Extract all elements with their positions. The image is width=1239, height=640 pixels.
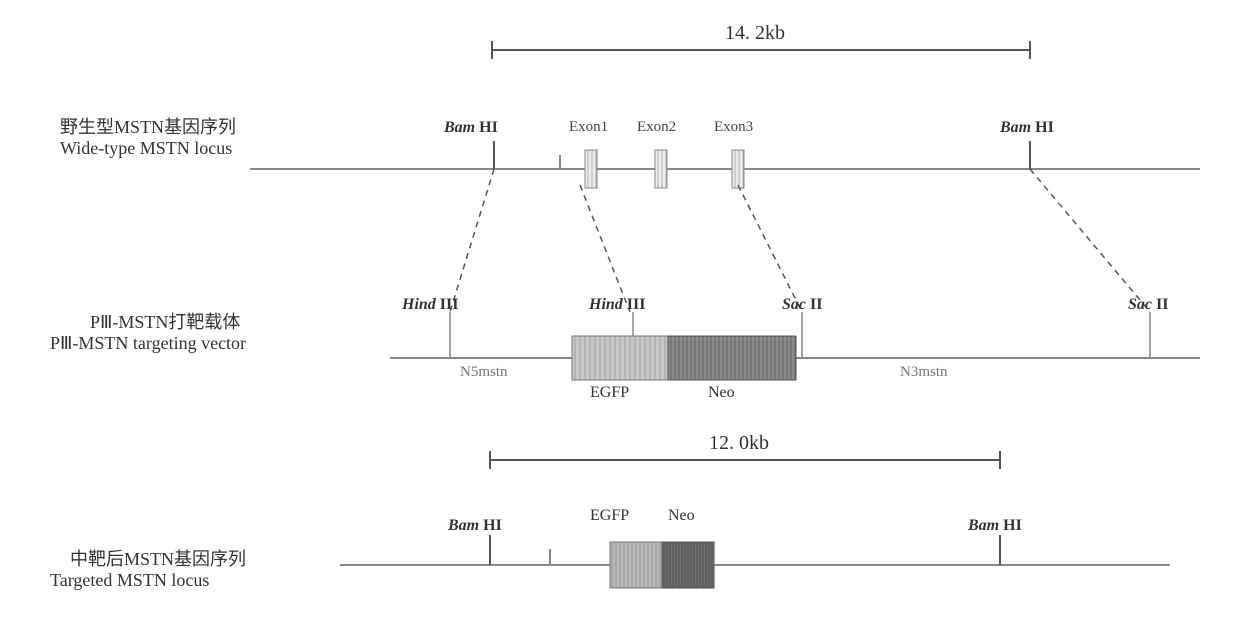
egfp-label-2: EGFP [590, 507, 629, 525]
gene-targeting-diagram: 14. 2kb 野生型MSTN基因序列Wide-type MSTN locus Ba… [20, 20, 1220, 620]
wt-label-en: Wide-type MSTN locus [60, 138, 232, 159]
restriction-site-label: Sac II [782, 296, 822, 314]
restriction-site-label: Bam HI [968, 517, 1022, 535]
arm-left-label: N5mstn [460, 364, 508, 381]
restriction-site-label: Hind III [402, 296, 458, 314]
restriction-site-label: Bam HI [1000, 119, 1054, 137]
restriction-site-label: Sac II [1128, 296, 1168, 314]
neo-label-2: Neo [668, 507, 695, 525]
tgt-label-cn: 中靶后MSTN基因序列 [70, 545, 246, 571]
wt-label-cn: 野生型MSTN基因序列 [60, 113, 236, 139]
exon-label: Exon2 [637, 119, 676, 136]
size-label-top: 14. 2kb [725, 22, 785, 45]
exon-label: Exon1 [569, 119, 608, 136]
neo-label: Neo [708, 384, 735, 402]
egfp-label: EGFP [590, 384, 629, 402]
tgt-label-en: Targeted MSTN locus [50, 570, 209, 591]
restriction-site-label: Bam HI [448, 517, 502, 535]
vec-label-cn: PⅢ-MSTN打靶载体 [90, 308, 240, 334]
arm-right-label: N3mstn [900, 364, 948, 381]
restriction-site-label: Hind III [589, 296, 645, 314]
vec-label-en: PⅢ-MSTN targeting vector [50, 333, 246, 354]
restriction-site-label: Bam HI [444, 119, 498, 137]
size-label-bottom: 12. 0kb [709, 432, 769, 455]
exon-label: Exon3 [714, 119, 753, 136]
